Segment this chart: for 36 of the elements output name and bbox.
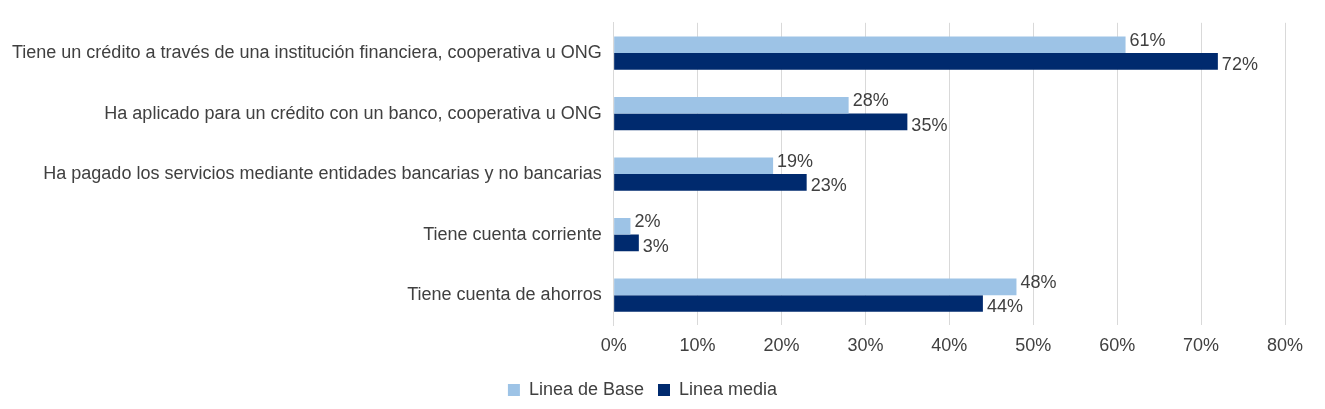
data-label: 19% — [777, 150, 814, 171]
bar — [614, 96, 849, 114]
data-label: 44% — [986, 296, 1023, 317]
legend-label: Linea media — [679, 378, 779, 399]
x-tick-label: 10% — [679, 335, 716, 356]
y-tick-label: Tiene cuenta de ahorros — [407, 284, 602, 305]
x-tick-label: 20% — [763, 335, 800, 356]
x-tick-label: 70% — [1183, 335, 1220, 356]
data-label: 3% — [642, 235, 669, 256]
y-tick-label: Tiene cuenta corriente — [423, 223, 602, 244]
data-label: 23% — [810, 175, 847, 196]
data-label: 72% — [1221, 54, 1258, 75]
x-tick-label: 50% — [1015, 335, 1052, 356]
x-tick-label: 60% — [1099, 335, 1136, 356]
bar — [614, 36, 1126, 54]
data-label: 35% — [911, 114, 948, 135]
bar — [614, 278, 1017, 296]
legend-label: Linea de Base — [528, 378, 645, 399]
bar — [614, 217, 631, 235]
bar — [614, 113, 908, 131]
data-label: 28% — [852, 90, 889, 111]
data-label: 61% — [1129, 29, 1166, 50]
bar — [614, 53, 1218, 70]
bar — [614, 174, 807, 191]
bar — [614, 234, 639, 252]
data-label: 48% — [1020, 271, 1057, 292]
bar — [614, 157, 774, 175]
data-label: 2% — [634, 211, 661, 232]
x-tick-label: 80% — [1266, 335, 1304, 356]
x-tick-label: 30% — [847, 335, 884, 356]
x-tick-label: 40% — [931, 335, 968, 356]
bar — [614, 295, 983, 312]
y-tick-label: Ha aplicado para un crédito con un banco, cooperativa u ONG — [104, 102, 602, 123]
y-tick-label: Tiene un crédito a través de una institución financiera, cooperativa u ONG — [11, 42, 602, 63]
x-tick-label: 0% — [600, 335, 627, 356]
y-tick-label: Ha pagado los servicios mediante entidades bancarias y no bancarias — [43, 163, 602, 184]
